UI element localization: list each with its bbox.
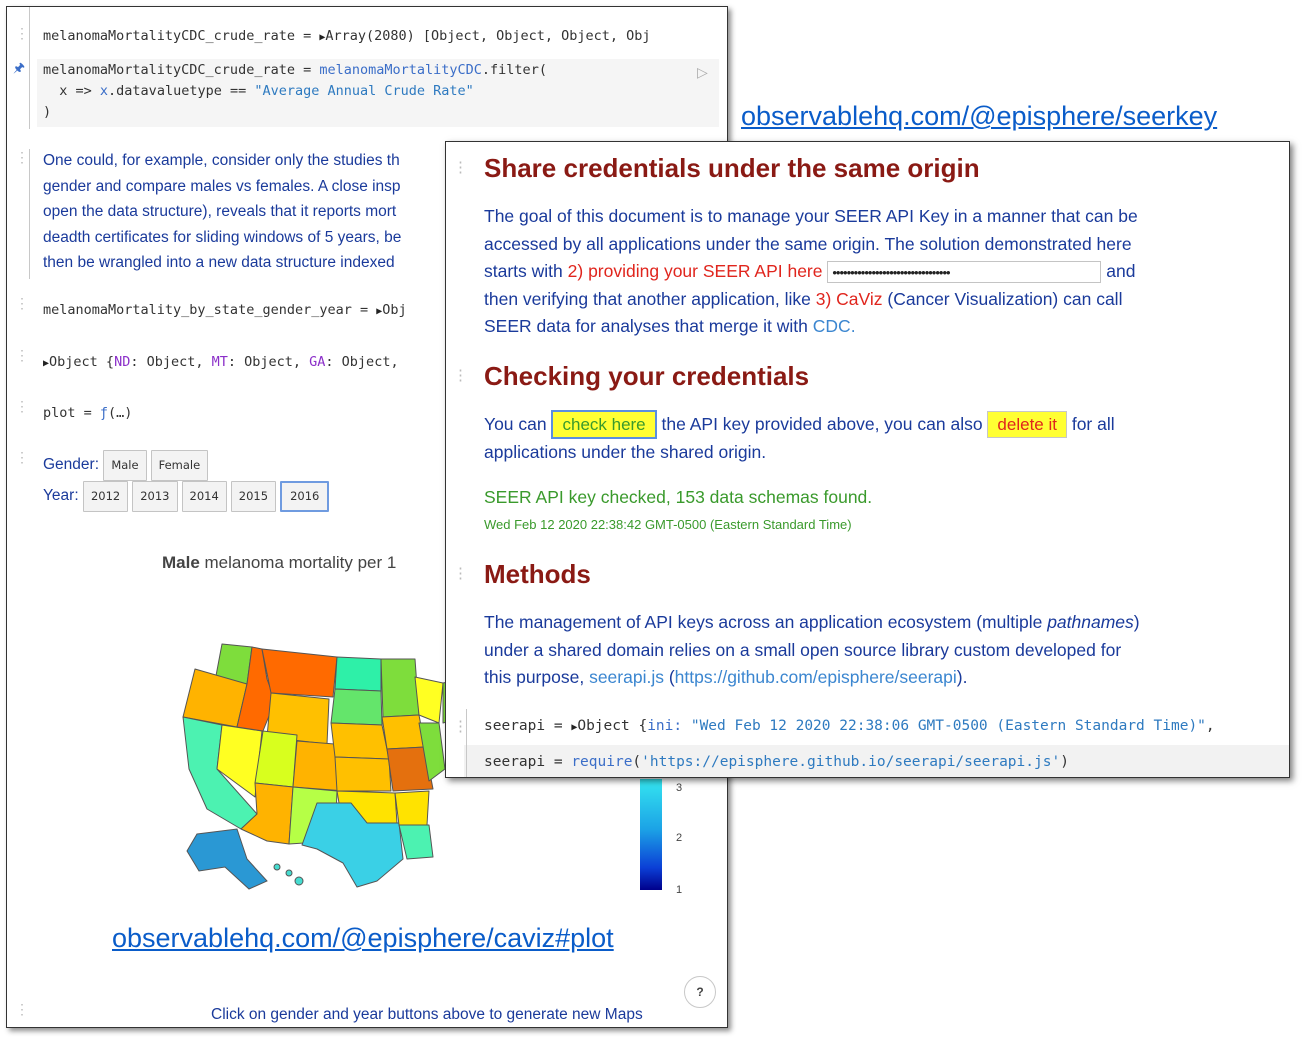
year-2016-button[interactable]: 2016: [280, 481, 330, 512]
cell-drag-handle[interactable]: [15, 402, 21, 410]
year-2015-button[interactable]: 2015: [230, 481, 277, 512]
cell-plot[interactable]: plot = ƒ(…): [43, 405, 133, 421]
cell-drag-handle[interactable]: [453, 564, 468, 582]
colorbar-tick-3: 3: [676, 782, 683, 794]
code-editor-bg: [37, 59, 719, 127]
map-state-tx[interactable]: [301, 802, 404, 888]
heading-checking-credentials: Checking your credentials: [484, 361, 810, 391]
heading-methods: Methods: [484, 559, 591, 589]
gender-male-button[interactable]: Male: [103, 450, 147, 481]
prose-paragraph: One could, for example, consider only th…: [43, 152, 402, 271]
cell-drag-handle[interactable]: [453, 158, 468, 176]
seerapi-output-cell[interactable]: seerapi = ▶Object {ini: "Wed Feb 12 2020…: [484, 718, 1215, 734]
map-state-nd[interactable]: [334, 656, 382, 692]
intro-paragraph: The goal of this document is to manage y…: [484, 206, 1138, 336]
year-label: Year:: [43, 487, 79, 504]
seerkey-link[interactable]: observablehq.com/@episphere/seerkey: [741, 101, 1218, 131]
map-state-mt[interactable]: [261, 648, 338, 698]
run-cell-icon[interactable]: ▷: [697, 64, 708, 80]
status-message: SEER API key checked, 153 data schemas f…: [484, 487, 873, 507]
github-url-link[interactable]: https://github.com/episphere/seerapi: [674, 667, 957, 687]
map-state-ar[interactable]: [394, 790, 430, 826]
code-cells-area: [464, 709, 1289, 777]
year-2013-button[interactable]: 2013: [132, 481, 178, 512]
status-timestamp: Wed Feb 12 2020 22:38:42 GMT-0500 (Easte…: [484, 517, 852, 532]
colorbar-tick-1: 1: [676, 884, 683, 896]
expand-triangle-icon[interactable]: ▶: [376, 306, 383, 317]
check-here-button[interactable]: check here: [551, 410, 657, 439]
check-paragraph: You can check here the API key provided …: [484, 410, 1115, 467]
map-state-hi[interactable]: [273, 863, 281, 871]
cell-drag-handle[interactable]: [15, 153, 21, 161]
map-state-ks[interactable]: [334, 756, 392, 792]
cell-divider: [29, 7, 30, 129]
map-state-ut[interactable]: [254, 730, 298, 788]
cell-divider: [466, 709, 467, 777]
expand-triangle-icon[interactable]: ▶: [571, 722, 578, 733]
seerkey-notebook-window: Share credentials under the same origin …: [445, 141, 1290, 778]
seer-api-key-input[interactable]: [827, 261, 1102, 284]
heading-share-credentials: Share credentials under the same origin: [484, 153, 980, 183]
cell-drag-handle[interactable]: [15, 29, 21, 37]
seerapi-require-cell[interactable]: seerapi = require('https://episphere.git…: [484, 754, 1069, 770]
filter-controls: Gender: Male Female Year: 2012 2013 2014 201…: [43, 450, 333, 512]
cell-output-object[interactable]: ▶Object {ND: Object, MT: Object, GA: Obj…: [43, 354, 407, 370]
cdc-link[interactable]: CDC.: [812, 316, 856, 336]
expand-triangle-icon[interactable]: ▶: [43, 358, 50, 369]
cell-output-crude-rate[interactable]: melanomaMortalityCDC_crude_rate = ▶Array…: [43, 28, 651, 44]
cell-output-by-state[interactable]: melanomaMortality_by_state_gender_year =…: [43, 302, 407, 318]
footer-instructions: Click on gender and year buttons above t…: [211, 1006, 643, 1023]
caviz-link[interactable]: observablehq.com/@episphere/caviz#plot: [112, 923, 614, 953]
year-2012-button[interactable]: 2012: [82, 481, 129, 512]
methods-paragraph: The management of API keys across an app…: [484, 612, 1140, 687]
map-state-sd[interactable]: [330, 688, 383, 726]
gender-label: Gender:: [43, 456, 100, 473]
cell-divider: [29, 149, 30, 279]
cell-drag-handle[interactable]: [15, 1005, 21, 1013]
map-state-ia[interactable]: [381, 714, 426, 750]
gender-female-button[interactable]: Female: [150, 450, 209, 481]
map-state-ak[interactable]: [186, 828, 268, 890]
expand-triangle-icon[interactable]: ▶: [319, 32, 326, 43]
year-2014-button[interactable]: 2014: [181, 481, 227, 512]
cell-drag-handle[interactable]: [15, 453, 21, 461]
colorbar-tick-2: 2: [676, 832, 683, 844]
cell-drag-handle[interactable]: [15, 299, 21, 307]
map-state-mo[interactable]: [386, 746, 434, 792]
caviz-link-inline[interactable]: 3) CaViz: [815, 288, 883, 309]
map-state-ne[interactable]: [330, 722, 390, 760]
pin-icon[interactable]: 🖈: [13, 60, 26, 75]
seerapi-js-link[interactable]: seerapi.js: [589, 667, 664, 687]
delete-it-button[interactable]: delete it: [987, 411, 1067, 438]
us-choropleth-map[interactable]: [167, 619, 467, 899]
map-title: Male melanoma mortality per 1: [162, 553, 397, 572]
map-state-la[interactable]: [398, 824, 434, 860]
cell-drag-handle[interactable]: [453, 366, 468, 384]
cell-drag-handle[interactable]: [15, 351, 21, 359]
colorbar: [640, 779, 662, 890]
code-cell-filter[interactable]: melanomaMortalityCDC_crude_rate = melano…: [43, 62, 547, 120]
help-button[interactable]: ?: [684, 976, 716, 1008]
map-state-mn[interactable]: [380, 658, 420, 718]
